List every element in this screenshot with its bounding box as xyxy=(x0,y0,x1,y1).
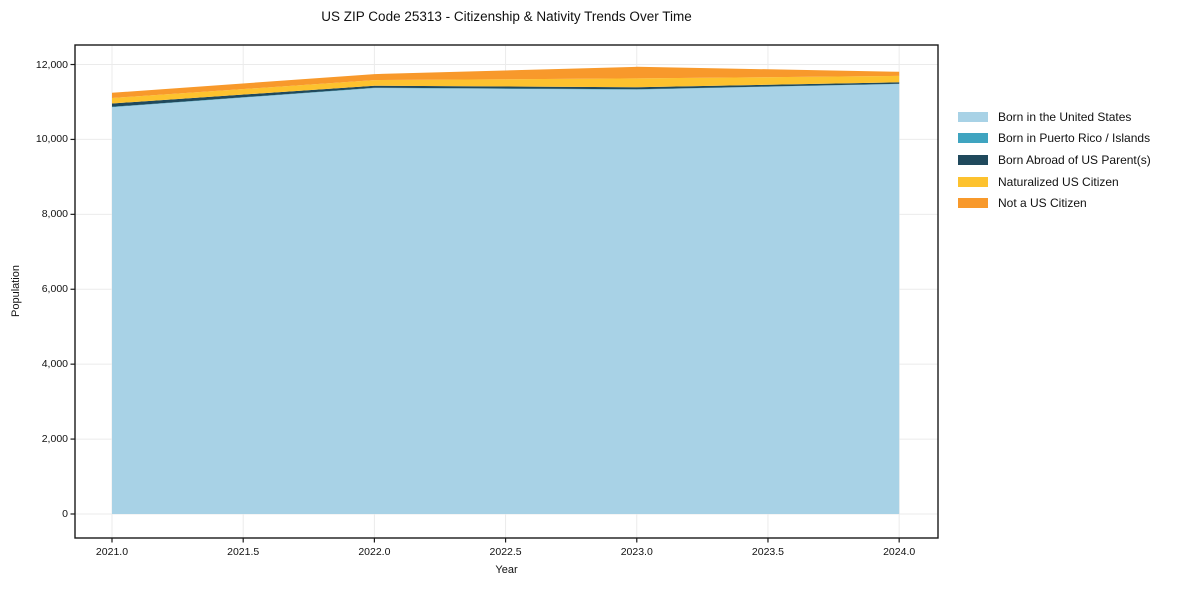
legend-item-born-in-the-united-states: Born in the United States xyxy=(958,106,1151,128)
legend-swatch-icon xyxy=(958,133,988,144)
area-not-a-us-citizen xyxy=(112,66,900,98)
legend-label: Not a US Citizen xyxy=(998,196,1087,211)
area-born-in-puerto-rico-islands xyxy=(112,83,900,108)
legend-item-born-abroad-of-us-parent-s: Born Abroad of US Parent(s) xyxy=(958,149,1151,171)
y-tick-label: 0 xyxy=(62,507,68,520)
plot-frame xyxy=(74,44,939,539)
x-tick-label: 2022.5 xyxy=(489,546,522,558)
x-tick-label: 2023.5 xyxy=(751,546,785,558)
legend-swatch-icon xyxy=(958,198,988,209)
x-axis-label: Year xyxy=(495,564,518,576)
area-born-abroad-of-us-parent-s xyxy=(112,82,900,107)
legend-swatch-icon xyxy=(958,176,988,187)
x-tick-label: 2024.0 xyxy=(883,546,916,558)
legend-swatch-icon xyxy=(958,111,988,122)
y-tick-label: 4,000 xyxy=(41,358,68,371)
x-tick-label: 2023.0 xyxy=(620,546,653,558)
legend: Born in the United States Born in Puerto … xyxy=(958,106,1151,214)
x-tick-label: 2021.5 xyxy=(227,546,260,558)
y-tick-label: 12,000 xyxy=(35,58,68,71)
area-naturalized-us-citizen xyxy=(112,75,900,104)
area-born-in-the-united-states xyxy=(112,84,900,514)
legend-swatch-icon xyxy=(958,154,988,165)
y-tick-label: 10,000 xyxy=(35,133,68,146)
legend-item-not-a-us-citizen: Not a US Citizen xyxy=(958,192,1151,214)
y-axis-label: Population xyxy=(10,265,22,317)
legend-label: Born Abroad of US Parent(s) xyxy=(998,152,1151,167)
y-tick-label: 2,000 xyxy=(41,433,68,446)
y-tick-label: 6,000 xyxy=(41,283,68,296)
y-tick-label: 8,000 xyxy=(41,208,68,221)
legend-label: Born in the United States xyxy=(998,109,1132,124)
chart-title: US ZIP Code 25313 - Citizenship & Nativi… xyxy=(321,9,692,24)
x-tick-label: 2022.0 xyxy=(358,546,391,558)
legend-item-naturalized-us-citizen: Naturalized US Citizen xyxy=(958,171,1151,193)
legend-item-born-in-puerto-rico-islands: Born in Puerto Rico / Islands xyxy=(958,128,1151,150)
legend-label: Born in Puerto Rico / Islands xyxy=(998,131,1151,146)
x-tick-label: 2021.0 xyxy=(95,546,129,558)
legend-label: Naturalized US Citizen xyxy=(998,174,1119,189)
